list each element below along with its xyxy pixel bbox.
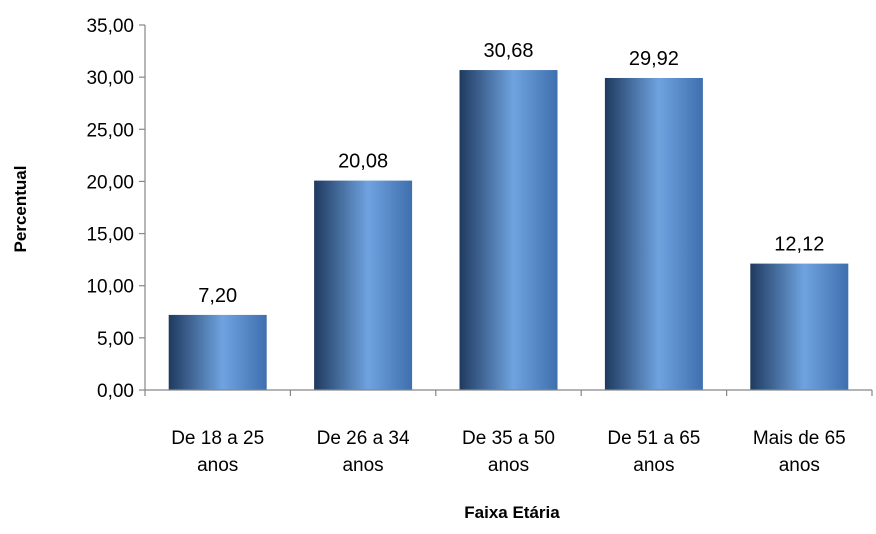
y-tick-label: 15,00 (86, 225, 134, 246)
bar (604, 77, 703, 390)
bar (314, 180, 413, 390)
bar (168, 314, 267, 390)
y-tick-label: 25,00 (86, 120, 134, 141)
bars-layer (168, 70, 849, 391)
data-label: 20,08 (338, 151, 388, 173)
data-label: 29,92 (629, 48, 679, 70)
x-tick-label: anos (342, 455, 383, 476)
bar (459, 70, 558, 391)
labels-layer: 7,20 20,08 30,68 29,92 12,12 0,00 5,00 10,00 15,… (86, 16, 845, 476)
bar (750, 263, 849, 390)
y-tick-label: 20,00 (86, 172, 134, 193)
x-tick-label: anos (488, 455, 529, 476)
data-label: 30,68 (483, 40, 533, 62)
x-tick-label: De 51 a 65 (607, 428, 700, 449)
x-tick-label: De 26 a 34 (317, 428, 410, 449)
y-axis-title: Percentual (11, 166, 30, 253)
x-tick-label: anos (779, 455, 820, 476)
x-tick-label: Mais de 65 (753, 428, 846, 449)
data-label: 7,20 (198, 285, 237, 307)
y-tick-label: 0,00 (97, 381, 134, 402)
data-label: 12,12 (774, 234, 824, 256)
x-tick-label: anos (197, 455, 238, 476)
y-tick-label: 30,00 (86, 68, 134, 89)
x-tick-label: De 18 a 25 (171, 428, 264, 449)
x-tick-label: anos (633, 455, 674, 476)
x-axis-title: Faixa Etária (464, 503, 560, 522)
y-tick-label: 5,00 (97, 329, 134, 350)
x-tick-label: De 35 a 50 (462, 428, 555, 449)
y-tick-label: 35,00 (86, 16, 134, 37)
y-tick-label: 10,00 (86, 277, 134, 298)
axes-layer (139, 24, 873, 396)
